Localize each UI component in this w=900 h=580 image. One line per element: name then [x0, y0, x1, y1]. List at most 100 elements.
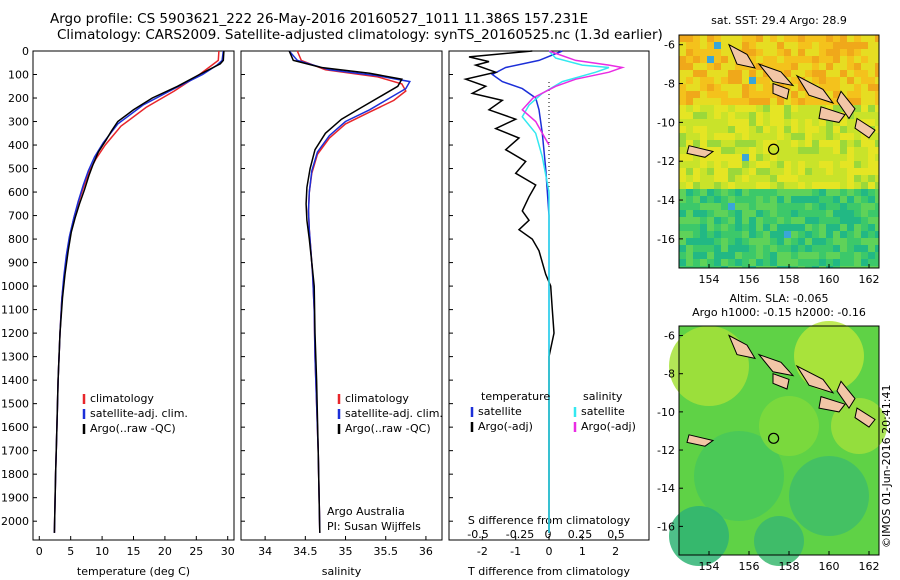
- sst-cell: [763, 77, 770, 84]
- sst-cell: [861, 70, 868, 77]
- sst-cell: [700, 140, 707, 147]
- depth-tick-label: 600: [8, 186, 29, 199]
- sst-cell: [714, 203, 721, 210]
- sst-cell: [777, 161, 784, 168]
- sst-cell: [826, 189, 833, 196]
- sst-cell: [700, 189, 707, 196]
- sst-cell: [819, 168, 826, 175]
- x-tick-label: -1: [510, 545, 521, 558]
- sst-cell: [749, 259, 756, 266]
- profile-panel-2-frame: [240, 50, 443, 541]
- sst-cell: [686, 168, 693, 175]
- sst-cell: [840, 266, 847, 268]
- sst-cell: [791, 77, 798, 84]
- sst-cell: [826, 63, 833, 70]
- diff-series-salinity-satellite: [521, 50, 610, 533]
- sst-cell: [777, 147, 784, 154]
- sst-cell: [784, 105, 791, 112]
- sst-cell: [714, 168, 721, 175]
- x-tick-label: 10: [95, 545, 109, 558]
- sst-cell: [819, 182, 826, 189]
- sst-cell: [679, 231, 686, 238]
- sst-cell: [798, 133, 805, 140]
- sst-cell: [742, 140, 749, 147]
- sst-cell: [721, 70, 728, 77]
- sst-cell: [714, 119, 721, 126]
- sst-cell: [833, 105, 840, 112]
- sst-cell: [679, 63, 686, 70]
- sst-cell: [868, 210, 875, 217]
- sst-cell: [756, 238, 763, 245]
- sst-cell: [679, 35, 686, 42]
- sst-cell: [777, 182, 784, 189]
- sst-cell: [714, 245, 721, 252]
- sst-cell: [763, 182, 770, 189]
- sst-cell: [749, 161, 756, 168]
- sst-cell: [833, 56, 840, 63]
- sst-cell: [868, 161, 875, 168]
- sst-cell: [798, 63, 805, 70]
- sst-cell: [700, 259, 707, 266]
- sst-cell: [686, 266, 693, 268]
- sst-cell: [777, 112, 784, 119]
- sst-cell: [721, 238, 728, 245]
- sst-cell: [854, 56, 861, 63]
- map-x-tick-label: 156: [739, 560, 760, 573]
- sst-cell: [756, 42, 763, 49]
- sst-cell: [735, 189, 742, 196]
- sst-cell: [777, 252, 784, 259]
- sst-cell: [847, 84, 854, 91]
- sst-cell: [679, 133, 686, 140]
- sst-cell: [700, 203, 707, 210]
- sst-cell: [721, 140, 728, 147]
- sst-cell: [826, 35, 833, 42]
- sst-cell: [798, 35, 805, 42]
- sst-cell: [714, 105, 721, 112]
- sst-cell: [756, 175, 763, 182]
- depth-tick-label: 1800: [1, 468, 29, 481]
- sst-cell: [686, 70, 693, 77]
- sst-cell: [770, 168, 777, 175]
- sst-cell: [791, 140, 798, 147]
- sst-cell: [826, 147, 833, 154]
- sst-cell: [735, 147, 742, 154]
- sst-cell: [826, 196, 833, 203]
- sst-cell: [784, 154, 791, 161]
- sst-cell: [847, 91, 854, 98]
- sst-cell: [742, 77, 749, 84]
- sst-cell: [763, 105, 770, 112]
- sst-cell: [791, 147, 798, 154]
- sst-cell: [777, 175, 784, 182]
- sst-cell: [700, 266, 707, 268]
- sst-cell: [721, 224, 728, 231]
- sst-cell: [812, 189, 819, 196]
- sst-cell: [686, 105, 693, 112]
- sst-cell: [798, 196, 805, 203]
- sst-cell: [686, 91, 693, 98]
- sst-cell: [826, 105, 833, 112]
- sst-cell: [840, 182, 847, 189]
- sst-cell: [812, 77, 819, 84]
- sst-cell: [812, 105, 819, 112]
- sst-cell: [749, 217, 756, 224]
- sst-cell: [868, 84, 875, 91]
- sst-cell: [805, 98, 812, 105]
- sst-cell: [693, 245, 700, 252]
- salinity-legend-label: climatology: [345, 392, 409, 405]
- sst-cell: [840, 189, 847, 196]
- island-shape: [772, 82, 790, 100]
- sst-cell: [805, 49, 812, 56]
- sst-cell: [714, 63, 721, 70]
- sst-cell: [721, 126, 728, 133]
- sst-cell: [798, 189, 805, 196]
- sst-cell: [791, 217, 798, 224]
- sst-cell: [714, 35, 721, 42]
- sst-cell: [840, 63, 847, 70]
- map-y-tick-label: -14: [657, 482, 675, 495]
- sal-diff-legend-label: satellite: [581, 405, 625, 418]
- sst-cell: [700, 91, 707, 98]
- sst-cell: [777, 196, 784, 203]
- map-frame: [678, 325, 880, 556]
- sst-cell: [707, 84, 714, 91]
- sst-cell: [826, 154, 833, 161]
